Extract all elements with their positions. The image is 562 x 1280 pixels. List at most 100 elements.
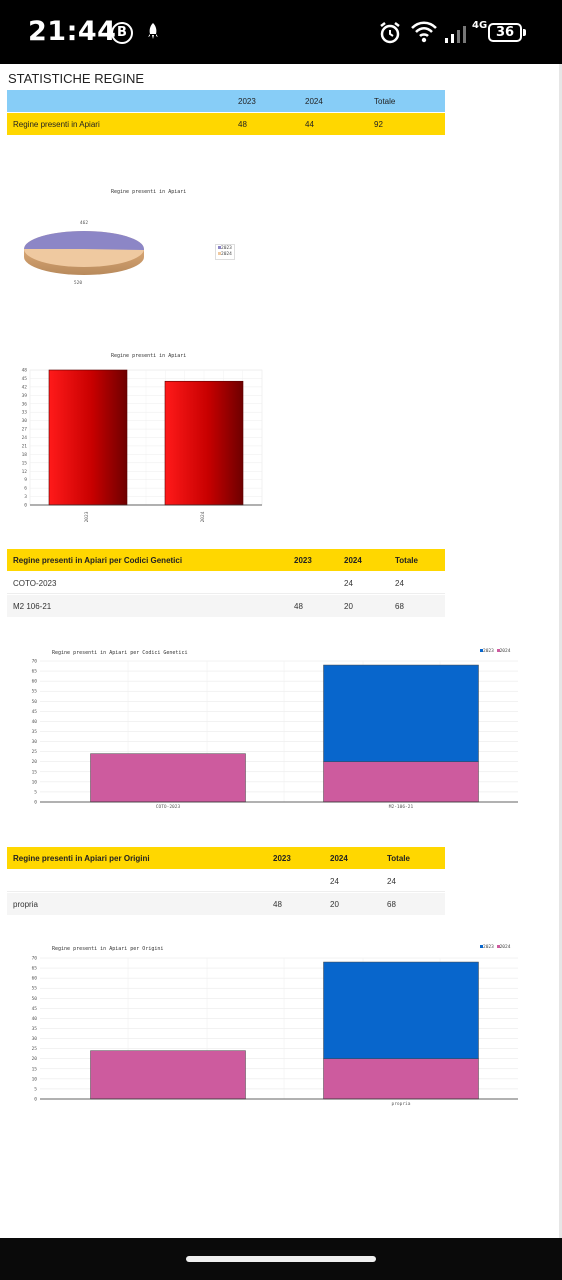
battery-tip bbox=[523, 29, 526, 36]
pie-chart: 462 520 bbox=[24, 220, 144, 286]
y-tick-label: 35 bbox=[32, 1026, 38, 1032]
y-tick-label: 40 bbox=[32, 719, 38, 725]
battery-icon: 36 bbox=[488, 23, 522, 42]
y-tick-label: 6 bbox=[24, 486, 27, 492]
status-bar: 21:44 B 4G 36 bbox=[0, 0, 562, 64]
y-tick-label: 42 bbox=[22, 384, 28, 390]
y-tick-label: 5 bbox=[34, 1086, 37, 1092]
y-tick-label: 10 bbox=[32, 779, 38, 785]
y-tick-label: 15 bbox=[32, 769, 38, 775]
y-tick-label: 0 bbox=[24, 503, 27, 509]
legend-label-2024: 2024 bbox=[221, 252, 232, 257]
y-tick-label: 55 bbox=[32, 689, 38, 695]
y-tick-label: 15 bbox=[32, 1066, 38, 1072]
y-tick-label: 48 bbox=[22, 368, 28, 374]
legend-item-2023: 2023 bbox=[218, 246, 232, 252]
col-2024: 2024 bbox=[330, 854, 348, 863]
col-2024: 2024 bbox=[344, 556, 362, 565]
cell-2023: 48 bbox=[294, 602, 303, 611]
page-right-border bbox=[559, 64, 562, 1239]
signal-icon bbox=[445, 26, 466, 43]
table-origini: Regine presenti in Apiari per Origini 20… bbox=[7, 847, 445, 915]
row-label: propria bbox=[13, 900, 38, 909]
pie-label-bottom: 520 bbox=[74, 280, 82, 286]
pie-label-top: 462 bbox=[80, 220, 88, 226]
y-tick-label: 45 bbox=[32, 1006, 38, 1012]
col-totale: Totale bbox=[395, 556, 418, 565]
pie-chart-title: Regine presenti in Apiari bbox=[111, 189, 187, 195]
y-tick-label: 0 bbox=[34, 1097, 37, 1103]
table-header: 2023 2024 Totale bbox=[7, 90, 445, 112]
y-tick-label: 12 bbox=[22, 469, 28, 475]
x-tick-label: 2023 bbox=[84, 511, 90, 522]
legend-swatch-2023 bbox=[480, 649, 483, 652]
y-tick-label: 20 bbox=[32, 759, 38, 765]
y-tick-label: 40 bbox=[32, 1016, 38, 1022]
col-2023: 2023 bbox=[238, 97, 256, 106]
origini-legend: 2023 2024 bbox=[478, 944, 513, 952]
codici-chart-title: Regine presenti in Apiari per Codici Gen… bbox=[52, 650, 188, 656]
y-tick-label: 35 bbox=[32, 729, 38, 735]
legend-label-2024: 2024 bbox=[499, 649, 511, 654]
pie-legend: 2023 2024 bbox=[215, 244, 235, 260]
bar-2024-blank bbox=[90, 1050, 246, 1100]
x-tick-label: COTO-2023 bbox=[156, 804, 181, 810]
alarm-icon bbox=[380, 22, 400, 44]
bar-2024-M2-106-21 bbox=[323, 761, 479, 803]
network-type: 4G bbox=[472, 20, 488, 31]
cell-2024: 20 bbox=[330, 900, 339, 909]
table-row: propria 48 20 68 bbox=[7, 893, 445, 915]
y-tick-label: 33 bbox=[22, 410, 28, 416]
bar-2023-propria bbox=[323, 961, 479, 1059]
table-row: M2 106-21 48 20 68 bbox=[7, 595, 445, 617]
bar-2024 bbox=[164, 380, 244, 506]
x-tick-label: M2-106-21 bbox=[389, 804, 414, 810]
table-row: Regine presenti in Apiari 48 44 92 bbox=[7, 113, 445, 135]
col-totale: Totale bbox=[374, 97, 396, 106]
y-tick-label: 24 bbox=[22, 435, 28, 441]
y-tick-label: 20 bbox=[32, 1056, 38, 1062]
b-app-icon: B bbox=[111, 22, 133, 44]
cell-2024: 24 bbox=[344, 579, 353, 588]
cell-2023: 48 bbox=[238, 120, 247, 129]
row-label: COTO-2023 bbox=[13, 579, 57, 588]
table-row: COTO-2023 24 24 bbox=[7, 572, 445, 594]
table-regine-apiari: 2023 2024 Totale Regine presenti in Apia… bbox=[7, 90, 445, 136]
legend-label-2024: 2024 bbox=[499, 945, 511, 950]
col-label: Regine presenti in Apiari per Origini bbox=[13, 854, 150, 863]
legend-label-2023: 2023 bbox=[483, 649, 494, 654]
legend-item-2024: 2024 bbox=[218, 252, 232, 258]
cell-2024: 24 bbox=[330, 877, 339, 886]
col-totale: Totale bbox=[387, 854, 410, 863]
y-tick-label: 50 bbox=[32, 699, 38, 705]
bar-2023 bbox=[48, 369, 128, 506]
y-tick-label: 70 bbox=[32, 659, 38, 665]
bar-chart-title: Regine presenti in Apiari bbox=[111, 353, 187, 359]
legend-swatch-2024 bbox=[218, 252, 221, 255]
row-label: Regine presenti in Apiari bbox=[13, 120, 100, 129]
table-codici-genetici: Regine presenti in Apiari per Codici Gen… bbox=[7, 549, 445, 617]
cell-totale: 24 bbox=[387, 877, 396, 886]
cell-2024: 44 bbox=[305, 120, 314, 129]
table-row: 24 24 bbox=[7, 870, 445, 892]
y-tick-label: 30 bbox=[22, 418, 28, 424]
table-header: Regine presenti in Apiari per Codici Gen… bbox=[7, 549, 445, 571]
home-gesture-handle[interactable] bbox=[186, 1256, 376, 1262]
codici-legend: 2023 2024 bbox=[478, 648, 513, 656]
bar-2024-COTO-2023 bbox=[90, 753, 246, 803]
y-tick-label: 15 bbox=[22, 460, 28, 466]
pie-slice-2023 bbox=[24, 231, 144, 250]
y-tick-label: 45 bbox=[22, 376, 28, 382]
y-tick-label: 45 bbox=[32, 709, 38, 715]
y-tick-label: 65 bbox=[32, 966, 38, 972]
y-tick-label: 10 bbox=[32, 1076, 38, 1082]
page-title: STATISTICHE REGINE bbox=[8, 71, 145, 86]
x-tick-label: propria bbox=[392, 1101, 411, 1107]
bar-2023-M2-106-21 bbox=[323, 664, 479, 762]
cell-2023: 48 bbox=[273, 900, 282, 909]
cell-2024: 20 bbox=[344, 602, 353, 611]
x-tick-label: 2024 bbox=[200, 511, 206, 522]
col-2023: 2023 bbox=[294, 556, 312, 565]
y-tick-label: 30 bbox=[32, 739, 38, 745]
y-tick-label: 65 bbox=[32, 669, 38, 675]
